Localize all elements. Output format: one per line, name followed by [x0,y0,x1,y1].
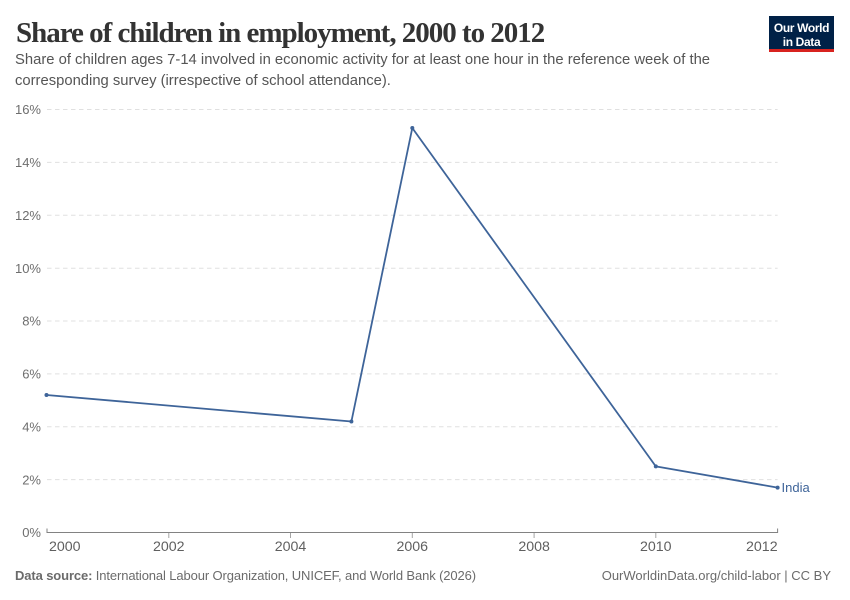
svg-text:2006: 2006 [397,539,429,555]
svg-text:2010: 2010 [640,539,672,555]
svg-text:16%: 16% [15,102,41,117]
svg-text:2000: 2000 [49,539,81,555]
svg-text:4%: 4% [22,420,41,435]
svg-text:2004: 2004 [275,539,307,555]
svg-text:0%: 0% [22,525,41,540]
svg-text:India: India [782,480,811,495]
svg-text:2008: 2008 [518,539,550,555]
svg-text:2012: 2012 [746,539,778,555]
svg-text:10%: 10% [15,261,41,276]
svg-text:12%: 12% [15,208,41,223]
svg-text:2002: 2002 [153,539,185,555]
svg-text:8%: 8% [22,314,41,329]
svg-text:6%: 6% [22,367,41,382]
svg-text:14%: 14% [15,155,41,170]
svg-text:2%: 2% [22,472,41,487]
